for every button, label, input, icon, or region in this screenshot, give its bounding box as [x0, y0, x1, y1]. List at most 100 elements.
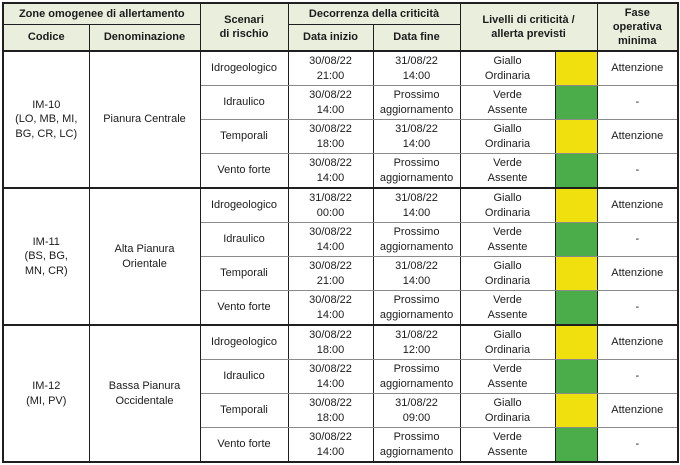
alert-color-swatch — [554, 187, 598, 223]
end-date: Prossimo aggiornamento — [372, 153, 461, 189]
criticality-level: Giallo Ordinaria — [459, 50, 556, 86]
risk-scenario: Idrogeologico — [199, 50, 289, 86]
end-date: 31/08/22 14:00 — [372, 119, 461, 154]
start-date: 30/08/22 18:00 — [287, 119, 374, 154]
alert-color-swatch — [554, 153, 598, 189]
risk-scenario: Idraulico — [199, 359, 289, 394]
start-date: 30/08/22 18:00 — [287, 324, 374, 360]
operational-phase: Attenzione — [596, 324, 679, 360]
start-date: 30/08/22 14:00 — [287, 153, 374, 189]
risk-scenario: Vento forte — [199, 427, 289, 463]
header-start-date: Data inizio — [287, 24, 374, 52]
end-date: 31/08/22 14:00 — [372, 256, 461, 291]
header-denomination: Denominazione — [88, 24, 201, 52]
operational-phase: - — [596, 153, 679, 189]
alert-color-swatch — [554, 119, 598, 154]
alert-color-swatch — [554, 50, 598, 86]
table-row: Vento forte 30/08/22 14:00 Prossimo aggi… — [3, 153, 679, 189]
start-date: 30/08/22 21:00 — [287, 256, 374, 291]
zone-name: Alta Pianura Orientale — [88, 187, 201, 326]
alert-color-swatch — [554, 290, 598, 326]
criticality-level: Verde Assente — [459, 427, 556, 463]
operational-phase: - — [596, 359, 679, 394]
criticality-level: Verde Assente — [459, 359, 556, 394]
header-criticality-period: Decorrenza della criticità — [287, 2, 461, 25]
end-date: Prossimo aggiornamento — [372, 290, 461, 326]
table-row: Vento forte 30/08/22 14:00 Prossimo aggi… — [3, 290, 679, 326]
alert-color-swatch — [554, 359, 598, 394]
criticality-level: Giallo Ordinaria — [459, 119, 556, 154]
risk-scenario: Vento forte — [199, 290, 289, 326]
risk-scenario: Idrogeologico — [199, 187, 289, 223]
start-date: 30/08/22 14:00 — [287, 222, 374, 257]
header-alert-levels: Livelli di criticità / allerta previsti — [459, 2, 598, 52]
table-header: Zone omogenee di allertamento Scenari di… — [2, 2, 679, 52]
alert-color-swatch — [554, 85, 598, 120]
end-date: Prossimo aggiornamento — [372, 222, 461, 257]
table-row: Temporali 30/08/22 21:00 31/08/22 14:00 … — [3, 256, 679, 291]
alert-color-swatch — [554, 324, 598, 360]
table-row: IM-10 (LO, MB, MI, BG, CR, LC) Pianura C… — [2, 50, 679, 189]
risk-scenario: Vento forte — [199, 153, 289, 189]
header-operational-phase: Fase operativa minima — [596, 2, 679, 52]
risk-scenario: Idraulico — [199, 222, 289, 257]
zone-name: Pianura Centrale — [88, 50, 201, 189]
header-risk-scenarios: Scenari di rischio — [199, 2, 289, 52]
operational-phase: - — [596, 222, 679, 257]
operational-phase: - — [596, 290, 679, 326]
header-zone-group: Zone omogenee di allertamento — [2, 2, 201, 25]
criticality-level: Giallo Ordinaria — [459, 187, 556, 223]
criticality-level: Giallo Ordinaria — [459, 393, 556, 428]
criticality-level: Giallo Ordinaria — [459, 256, 556, 291]
end-date: Prossimo aggiornamento — [372, 85, 461, 120]
operational-phase: Attenzione — [596, 256, 679, 291]
criticality-level: Giallo Ordinaria — [459, 324, 556, 360]
start-date: 30/08/22 18:00 — [287, 393, 374, 428]
alert-color-swatch — [554, 427, 598, 463]
table-row: Temporali 30/08/22 18:00 31/08/22 09:00 … — [3, 393, 679, 428]
criticality-level: Verde Assente — [459, 153, 556, 189]
operational-phase: - — [596, 427, 679, 463]
header-end-date: Data fine — [372, 24, 461, 52]
end-date: 31/08/22 14:00 — [372, 50, 461, 86]
start-date: 31/08/22 00:00 — [287, 187, 374, 223]
risk-scenario: Temporali — [199, 119, 289, 154]
operational-phase: Attenzione — [596, 50, 679, 86]
alert-color-swatch — [554, 256, 598, 291]
start-date: 30/08/22 14:00 — [287, 427, 374, 463]
start-date: 30/08/22 21:00 — [287, 50, 374, 86]
risk-scenario: Idrogeologico — [199, 324, 289, 360]
zone-code: IM-10 (LO, MB, MI, BG, CR, LC) — [2, 50, 90, 189]
operational-phase: Attenzione — [596, 119, 679, 154]
end-date: 31/08/22 14:00 — [372, 187, 461, 223]
start-date: 30/08/22 14:00 — [287, 85, 374, 120]
risk-scenario: Temporali — [199, 393, 289, 428]
alert-color-swatch — [554, 222, 598, 257]
end-date: 31/08/22 09:00 — [372, 393, 461, 428]
risk-scenario: Idraulico — [199, 85, 289, 120]
risk-scenario: Temporali — [199, 256, 289, 291]
table-row: Idraulico 30/08/22 14:00 Prossimo aggior… — [3, 85, 679, 120]
operational-phase: Attenzione — [596, 187, 679, 223]
table-body: IM-10 (LO, MB, MI, BG, CR, LC) Pianura C… — [2, 50, 679, 463]
zone-code: IM-11 (BS, BG, MN, CR) — [2, 187, 90, 326]
table-row: Temporali 30/08/22 18:00 31/08/22 14:00 … — [3, 119, 679, 154]
end-date: Prossimo aggiornamento — [372, 359, 461, 394]
start-date: 30/08/22 14:00 — [287, 290, 374, 326]
criticality-level: Verde Assente — [459, 85, 556, 120]
operational-phase: Attenzione — [596, 393, 679, 428]
table-row: IM-11 (BS, BG, MN, CR) Alta Pianura Orie… — [2, 187, 679, 326]
table-row: IM-12 (MI, PV) Bassa Pianura Occidentale… — [2, 324, 679, 463]
header-code: Codice — [2, 24, 90, 52]
criticality-level: Verde Assente — [459, 290, 556, 326]
start-date: 30/08/22 14:00 — [287, 359, 374, 394]
alert-color-swatch — [554, 393, 598, 428]
zone-code: IM-12 (MI, PV) — [2, 324, 90, 463]
criticality-level: Verde Assente — [459, 222, 556, 257]
operational-phase: - — [596, 85, 679, 120]
table-row: Idraulico 30/08/22 14:00 Prossimo aggior… — [3, 222, 679, 257]
zone-name: Bassa Pianura Occidentale — [88, 324, 201, 463]
end-date: Prossimo aggiornamento — [372, 427, 461, 463]
